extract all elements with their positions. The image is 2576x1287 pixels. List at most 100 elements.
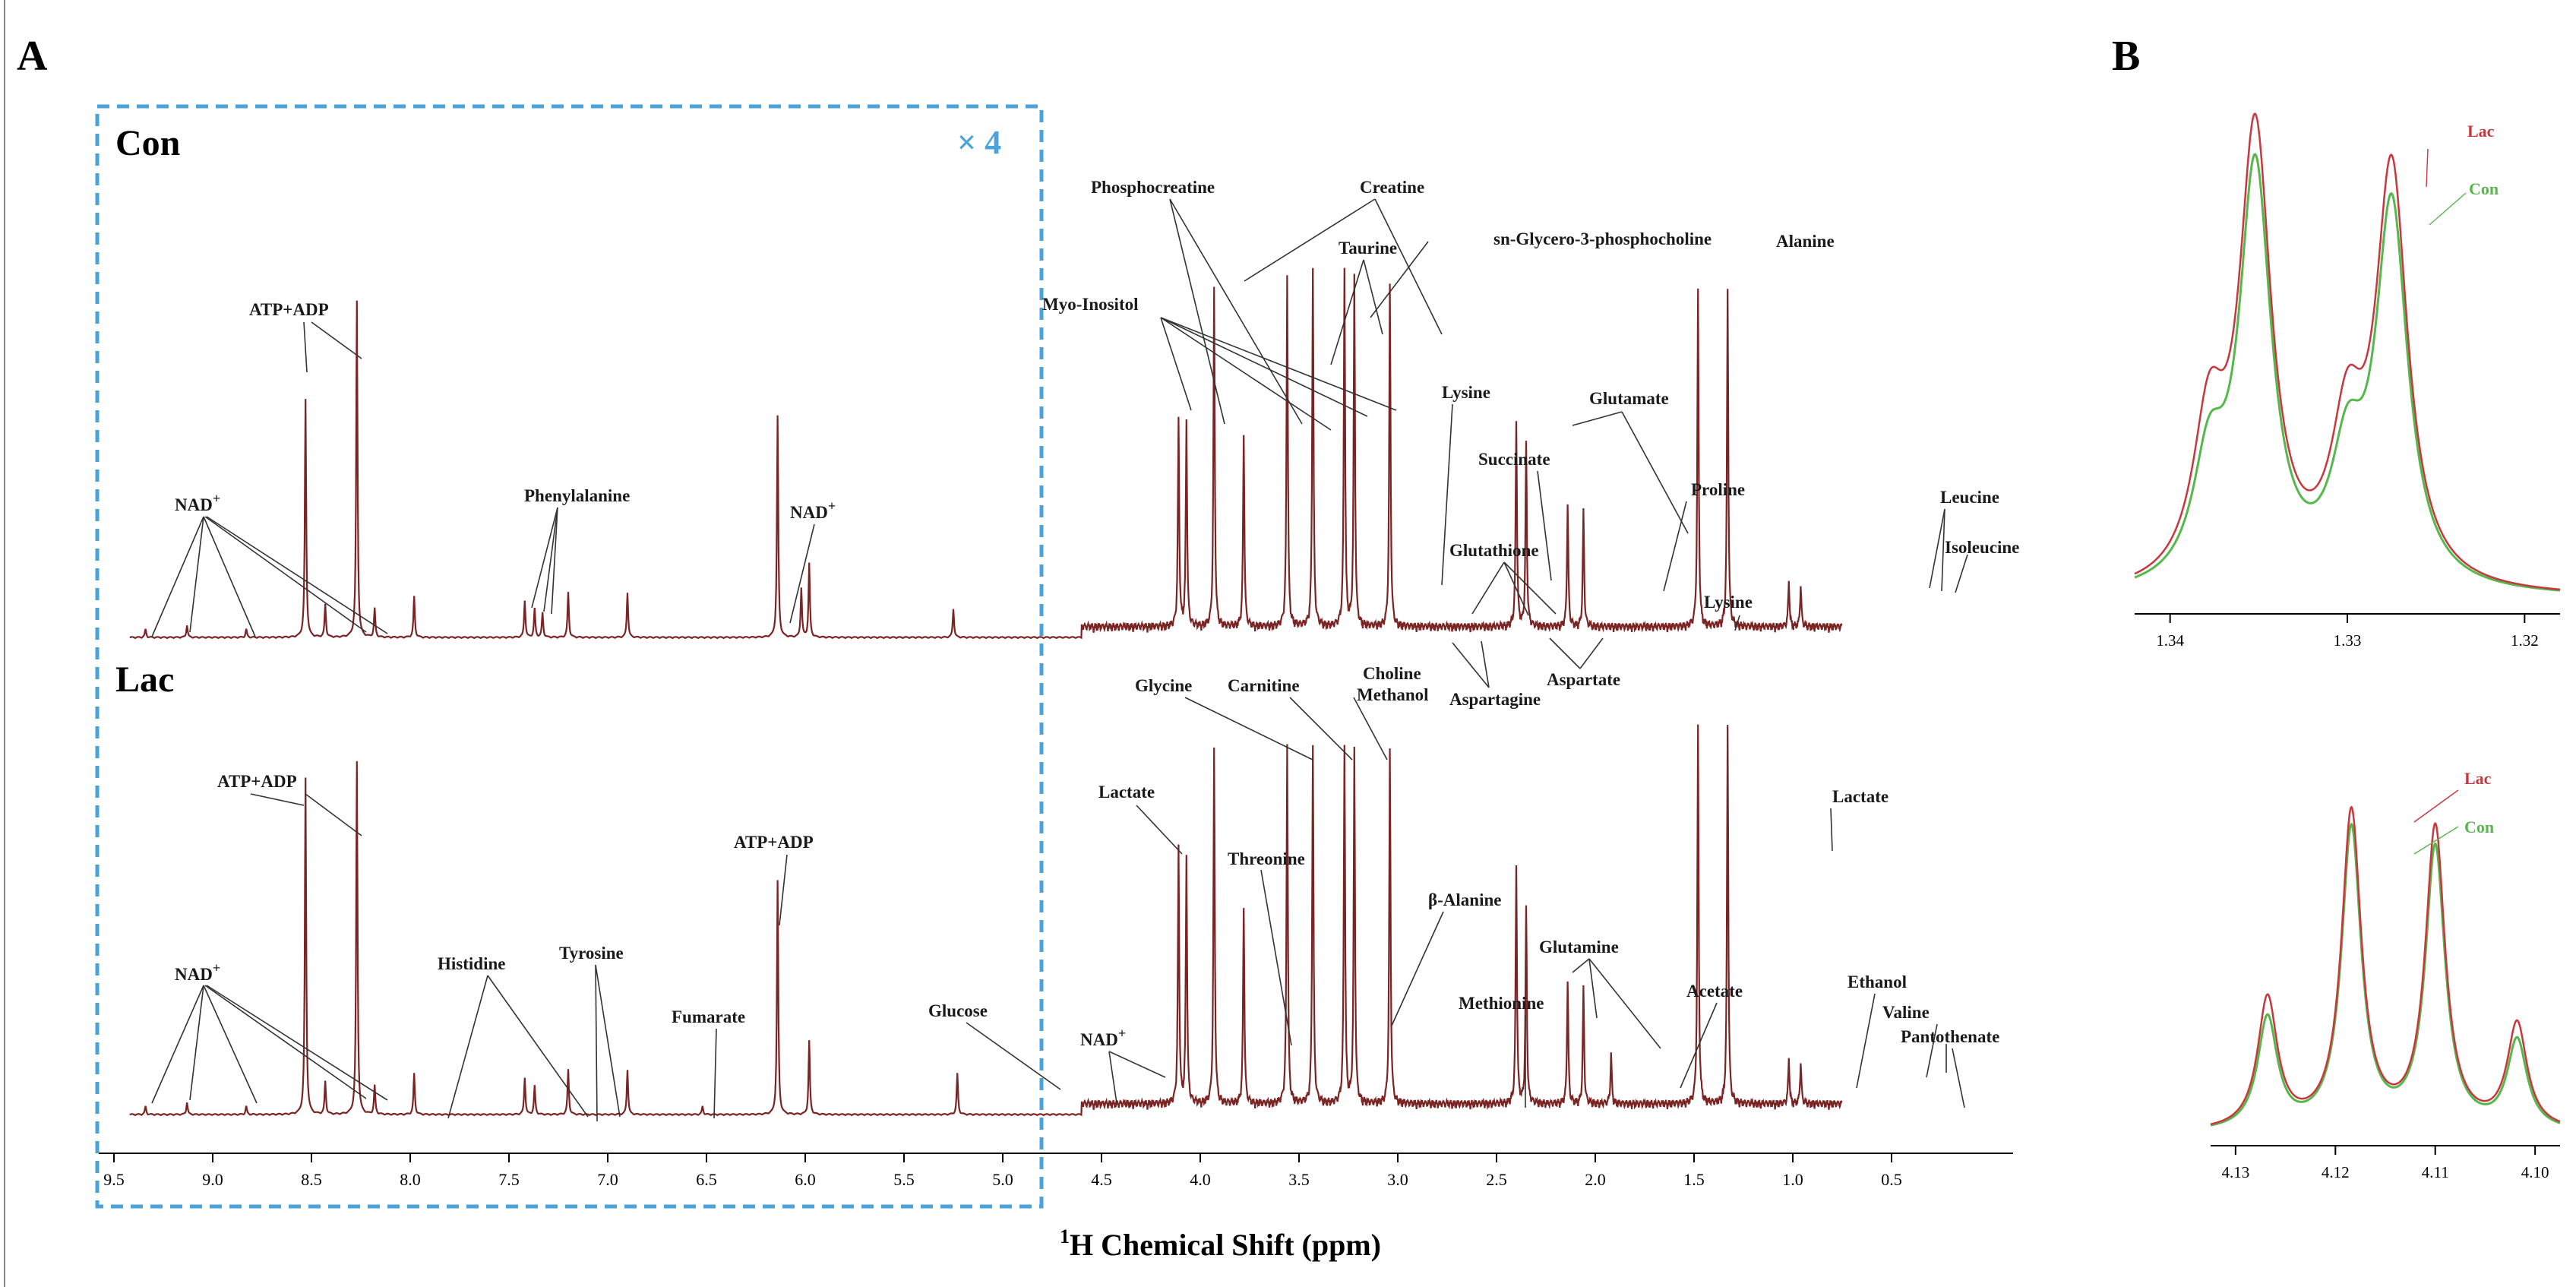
label-lac-methionine: Methionine [1459,994,1544,1013]
label-lac-nad-left: NAD+ [175,960,220,984]
label-lac-glucose: Glucose [928,1001,988,1020]
x-axis-title-superscript: 1 [1060,1225,1070,1247]
b2-tick-label: 4.11 [2422,1163,2449,1181]
panel-b-bottom-con-leader [2413,826,2459,855]
label-con-aspartagine: Aspartagine [1449,690,1541,709]
trace-label-lac: Lac [115,659,174,700]
panel-b-top-lac-trace [2134,112,2561,591]
label-con-nad-left-sup: + [213,491,220,506]
b1-tick-label: 1.32 [2511,631,2539,650]
x-tick-label: 1.5 [1683,1170,1705,1189]
label-con-nad-left: NAD+ [175,491,220,514]
x-tick-label: 6.5 [696,1170,717,1189]
label-lac-threonine: Threonine [1228,849,1305,868]
lac-annotation-leaders [151,697,1965,1122]
label-con-alanine: Alanine [1776,232,1835,251]
label-con-leucine: Leucine [1940,488,1999,507]
label-lac-tyrosine: Tyrosine [559,944,624,963]
label-lac-fumarate: Fumarate [672,1007,745,1026]
x-tick-label: 9.5 [103,1170,125,1189]
trace-label-con: Con [115,123,180,163]
x-tick-label: 8.0 [400,1170,421,1189]
label-con-glutathione: Glutathione [1449,541,1539,560]
label-con-atp-adp: ATP+ADP [249,300,329,319]
b1-tick-label: 1.33 [2334,631,2362,650]
label-lac-atp-adp-left: ATP+ADP [217,772,297,791]
label-lac-lactate-left: Lactate [1098,783,1155,802]
x-tick-label: 2.5 [1486,1170,1507,1189]
spectrum-lac-trace [129,724,1843,1117]
label-lac-valine: Valine [1882,1003,1930,1022]
x-tick-label: 9.0 [202,1170,223,1189]
label-con-phosphocreatine: Phosphocreatine [1091,178,1215,197]
label-lac-pantothenate: Pantothenate [1901,1027,1999,1046]
b2-tick-label: 4.10 [2521,1163,2549,1181]
x-axis-ticks: 9.5 9.0 8.5 8.0 7.5 7.0 6.5 6.0 5.5 5.0 4.5 4.0 3.5 3… [103,1153,1902,1189]
label-con-nad-left-text: NAD [175,495,213,514]
label-con-succinate: Succinate [1478,450,1550,469]
label-lac-atp-adp-mid: ATP+ADP [734,833,814,852]
label-lac-carnitine: Carnitine [1228,676,1300,695]
label-lac-acetate: Acetate [1686,982,1743,1001]
label-lac-methanol: Methanol [1357,685,1429,704]
x-tick-label: 3.0 [1387,1170,1408,1189]
x-tick-label: 4.0 [1190,1170,1211,1189]
x-tick-label: 5.0 [992,1170,1013,1189]
label-con-lysine-a: Lysine [1442,383,1490,402]
label-con-sn-glycero: sn-Glycero-3-phosphocholine [1493,229,1712,248]
x-tick-label: 4.5 [1091,1170,1112,1189]
label-lac-choline: Choline [1363,664,1421,683]
label-lac-nad-right-text: NAD [1080,1030,1118,1049]
panel-b-letter: B [2112,33,2140,80]
panel-b-bottom-ticks: 4.13 4.12 4.11 4.10 [2221,1146,2549,1181]
label-lac-glycine: Glycine [1135,676,1192,695]
x-tick-label: 0.5 [1881,1170,1902,1189]
label-lac-ethanol: Ethanol [1847,972,1907,991]
label-lac-nad-right: NAD+ [1080,1026,1126,1049]
panel-b-bottom-con-trace [2210,822,2561,1127]
panel-b-top-con-trace [2134,153,2561,592]
con-annotation-leaders [151,198,1968,688]
x-tick-label: 1.0 [1782,1170,1803,1189]
b2-tick-label: 4.12 [2322,1163,2350,1181]
panel-b-top-con-label: Con [2469,179,2499,198]
label-lac-nad-left-text: NAD [175,965,213,984]
label-lac-nad-right-sup: + [1118,1026,1126,1041]
panel-b-top-lac-label: Lac [2467,122,2495,141]
label-con-lysine-b: Lysine [1704,593,1753,612]
label-con-nad-mid: NAD+ [790,498,836,522]
label-con-aspartate: Aspartate [1547,670,1620,689]
panel-a-letter: A [17,33,48,80]
spectrum-con-trace [129,267,1843,640]
b2-tick-label: 4.13 [2221,1163,2249,1181]
x-tick-label: 3.5 [1288,1170,1310,1189]
panel-b-top-ticks: 1.34 1.33 1.32 [2156,614,2539,650]
x-tick-label: 5.5 [893,1170,915,1189]
label-con-nad-mid-text: NAD [790,503,828,522]
panel-b-bottom-lac-label: Lac [2464,769,2492,788]
x-tick-label: 8.5 [301,1170,322,1189]
label-con-taurine: Taurine [1339,239,1397,258]
label-con-glutamate: Glutamate [1589,389,1669,408]
x-tick-label: 6.0 [795,1170,816,1189]
x-tick-label: 7.0 [597,1170,618,1189]
panel-b-top-con-leader [2429,192,2467,226]
label-con-isoleucine: Isoleucine [1945,538,2019,557]
magnified-region-box [95,104,1044,1209]
label-con-creatine: Creatine [1360,178,1424,197]
label-lac-nad-left-sup: + [213,960,220,976]
x-axis-title-text: H Chemical Shift (ppm) [1070,1228,1381,1262]
x-axis-title: 1H Chemical Shift (ppm) [1060,1225,1381,1262]
label-lac-beta-alanine: β-Alanine [1428,890,1501,909]
label-con-phenylalanine: Phenylalanine [524,486,630,505]
x-tick-label: 7.5 [498,1170,520,1189]
panel-b-top-lac-leader [2426,148,2429,188]
panel-b-bottom-con-label: Con [2464,817,2494,836]
leader [311,321,362,359]
magnification-label: × 4 [957,124,1001,161]
label-con-proline: Proline [1691,480,1745,499]
panel-b-bottom-lac-trace [2210,805,2561,1126]
b1-tick-label: 1.34 [2156,631,2184,650]
leader [303,321,308,373]
